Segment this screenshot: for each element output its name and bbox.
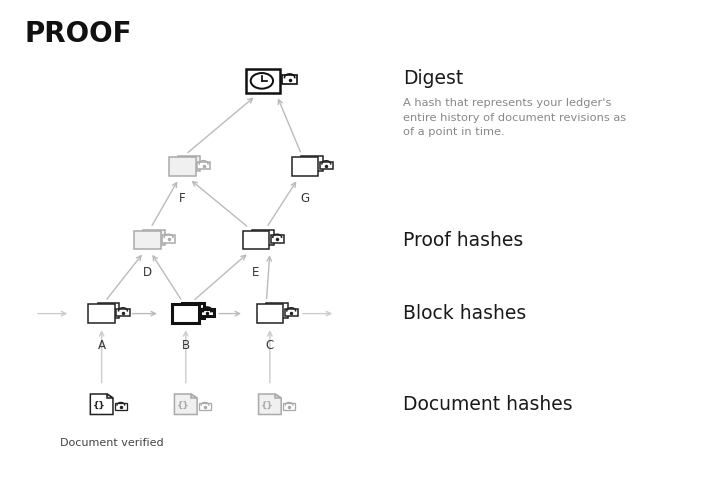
- Polygon shape: [259, 394, 281, 415]
- Bar: [134, 231, 161, 249]
- Bar: [97, 303, 119, 318]
- Bar: [115, 403, 127, 410]
- Polygon shape: [107, 394, 113, 398]
- Bar: [88, 304, 115, 323]
- Bar: [252, 230, 273, 245]
- Text: PROOF: PROOF: [25, 20, 132, 48]
- Bar: [143, 230, 165, 245]
- Text: B: B: [182, 339, 190, 352]
- Text: Digest: Digest: [403, 69, 463, 88]
- Bar: [320, 162, 333, 170]
- Text: Proof hashes: Proof hashes: [403, 231, 524, 249]
- Polygon shape: [175, 394, 197, 415]
- Polygon shape: [90, 394, 113, 415]
- Text: {}: {}: [93, 400, 105, 410]
- Text: Document hashes: Document hashes: [403, 395, 573, 414]
- Bar: [116, 309, 130, 317]
- Bar: [199, 403, 211, 410]
- Text: E: E: [252, 266, 259, 279]
- Text: D: D: [142, 266, 152, 279]
- Bar: [169, 157, 196, 176]
- Text: C: C: [266, 339, 274, 352]
- Bar: [162, 236, 175, 243]
- Text: Block hashes: Block hashes: [403, 304, 526, 323]
- Bar: [285, 309, 298, 317]
- Bar: [172, 304, 199, 323]
- Bar: [271, 236, 284, 243]
- Text: F: F: [179, 192, 186, 205]
- Bar: [200, 309, 214, 317]
- Text: A hash that represents your ledger's
entire history of document revisions as
of : A hash that represents your ledger's ent…: [403, 98, 626, 137]
- Bar: [292, 157, 318, 176]
- Bar: [197, 162, 210, 170]
- Text: {}: {}: [177, 400, 189, 410]
- Bar: [301, 156, 322, 172]
- Bar: [283, 403, 295, 410]
- Bar: [246, 69, 280, 93]
- Text: {}: {}: [261, 400, 273, 410]
- Bar: [182, 303, 203, 318]
- Polygon shape: [191, 394, 197, 398]
- Polygon shape: [275, 394, 281, 398]
- Bar: [282, 75, 297, 84]
- Text: A: A: [97, 339, 106, 352]
- Bar: [257, 304, 283, 323]
- Text: G: G: [300, 192, 310, 205]
- Circle shape: [251, 73, 273, 89]
- Bar: [178, 156, 200, 172]
- Text: Document verified: Document verified: [60, 439, 163, 448]
- Bar: [243, 231, 269, 249]
- Bar: [266, 303, 287, 318]
